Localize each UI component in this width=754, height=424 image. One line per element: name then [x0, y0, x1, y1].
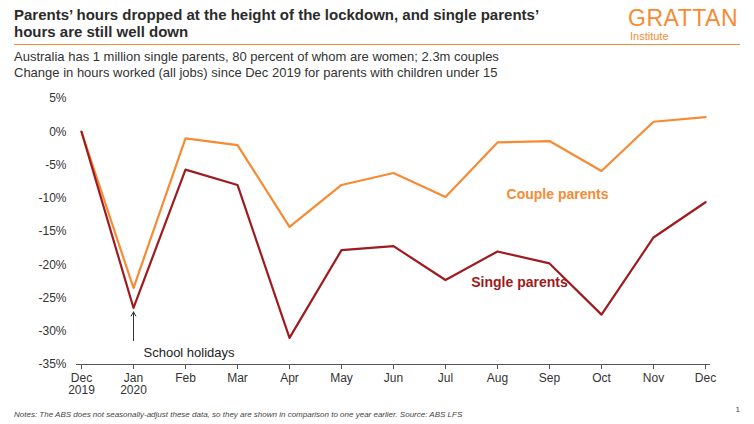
svg-text:Dec2019: Dec2019	[68, 371, 95, 397]
html-text:Institute: Institute	[630, 30, 669, 42]
html-text:Notes: The ABS does not season: Notes: The ABS does not seasonally-adjus…	[14, 410, 463, 419]
html-text:GRATTAN: GRATTAN	[628, 5, 738, 31]
svg-text:Oct: Oct	[592, 371, 611, 385]
svg-text:Aug: Aug	[487, 371, 508, 385]
html-text:Australia has 1 million single: Australia has 1 million single parents, …	[14, 49, 499, 80]
svg-text:Mar: Mar	[227, 371, 248, 385]
svg-text:Sep: Sep	[539, 371, 561, 385]
svg-text:-20%: -20%	[38, 258, 66, 272]
svg-text:0%: 0%	[49, 125, 67, 139]
svg-text:Single parents: Single parents	[471, 274, 568, 290]
svg-text:Jun: Jun	[384, 371, 403, 385]
svg-text:May: May	[330, 371, 353, 385]
html-text:Parents’ hours dropped at the: Parents’ hours dropped at the height of …	[14, 6, 540, 40]
svg-text:Jul: Jul	[438, 371, 453, 385]
svg-text:Couple parents: Couple parents	[507, 186, 609, 202]
svg-text:School holidays: School holidays	[144, 345, 236, 360]
svg-text:-30%: -30%	[38, 324, 66, 338]
svg-text:-25%: -25%	[38, 291, 66, 305]
svg-text:-35%: -35%	[38, 357, 66, 371]
svg-text:-15%: -15%	[38, 224, 66, 238]
svg-text:-10%: -10%	[38, 191, 66, 205]
svg-text:-5%: -5%	[45, 158, 67, 172]
svg-text:Apr: Apr	[280, 371, 299, 385]
svg-text:Jan2020: Jan2020	[120, 371, 147, 397]
svg-text:5%: 5%	[49, 91, 67, 105]
svg-text:Nov: Nov	[643, 371, 664, 385]
html-text:1: 1	[735, 405, 740, 414]
svg-text:Dec: Dec	[695, 371, 716, 385]
svg-text:Feb: Feb	[175, 371, 196, 385]
